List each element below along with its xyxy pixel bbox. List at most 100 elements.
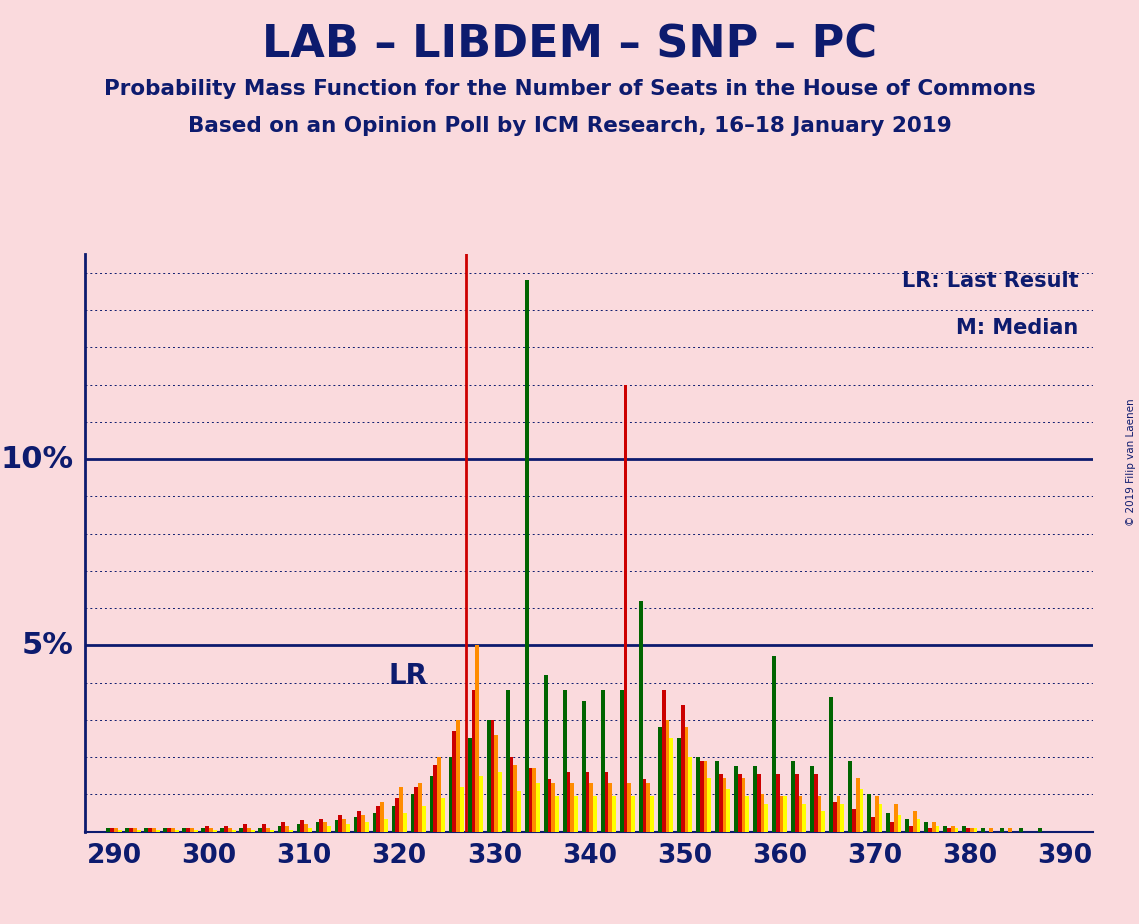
Bar — [457, 720, 460, 832]
Bar — [776, 774, 779, 832]
Bar — [498, 772, 502, 832]
Bar — [837, 796, 841, 832]
Bar — [894, 804, 898, 832]
Bar — [171, 828, 174, 832]
Bar — [316, 822, 319, 832]
Bar — [951, 826, 954, 832]
Bar — [145, 828, 148, 832]
Bar — [1000, 828, 1005, 832]
Text: 5%: 5% — [22, 631, 73, 660]
Bar — [821, 811, 826, 832]
Bar — [449, 757, 452, 832]
Bar — [924, 822, 928, 832]
Bar — [875, 796, 878, 832]
Bar — [1019, 828, 1023, 832]
Bar — [133, 828, 137, 832]
Bar — [437, 757, 441, 832]
Bar — [969, 828, 974, 832]
Bar — [491, 720, 494, 832]
Bar — [699, 760, 704, 832]
Bar — [890, 822, 894, 832]
Bar — [335, 821, 338, 832]
Bar — [536, 784, 540, 832]
Bar — [411, 795, 415, 832]
Bar — [784, 796, 787, 832]
Bar — [555, 796, 559, 832]
Bar — [738, 774, 741, 832]
Bar — [585, 772, 590, 832]
Bar — [441, 798, 445, 832]
Text: LAB – LIBDEM – SNP – PC: LAB – LIBDEM – SNP – PC — [262, 23, 877, 67]
Bar — [342, 819, 346, 832]
Bar — [434, 764, 437, 832]
Bar — [912, 811, 917, 832]
Bar — [677, 738, 681, 832]
Bar — [247, 828, 251, 832]
Bar — [308, 828, 312, 832]
Bar — [631, 796, 636, 832]
Bar — [137, 830, 140, 832]
Bar — [658, 727, 662, 832]
Bar — [395, 798, 400, 832]
Bar — [468, 738, 472, 832]
Bar — [392, 806, 395, 832]
Bar — [460, 787, 464, 832]
Bar — [1008, 828, 1011, 832]
Bar — [278, 826, 281, 832]
Bar — [304, 824, 308, 832]
Bar — [798, 796, 803, 832]
Bar — [650, 796, 654, 832]
Bar — [790, 760, 795, 832]
Bar — [353, 817, 358, 832]
Bar — [849, 760, 852, 832]
Bar — [190, 828, 194, 832]
Bar — [943, 826, 947, 832]
Bar — [548, 780, 551, 832]
Bar — [628, 784, 631, 832]
Bar — [480, 776, 483, 832]
Text: M: Median: M: Median — [956, 318, 1079, 337]
Bar — [962, 826, 966, 832]
Bar — [966, 828, 969, 832]
Bar — [205, 826, 210, 832]
Bar — [472, 690, 475, 832]
Bar — [795, 774, 798, 832]
Bar — [151, 828, 156, 832]
Bar — [810, 766, 814, 832]
Bar — [163, 828, 167, 832]
Bar — [346, 824, 350, 832]
Bar — [174, 830, 179, 832]
Bar — [319, 819, 323, 832]
Bar — [532, 768, 536, 832]
Bar — [262, 824, 267, 832]
Bar — [707, 778, 711, 832]
Bar — [662, 690, 665, 832]
Bar — [323, 822, 327, 832]
Bar — [954, 828, 958, 832]
Bar — [372, 813, 376, 832]
Bar — [745, 796, 749, 832]
Bar — [753, 766, 756, 832]
Bar — [327, 826, 330, 832]
Bar — [981, 828, 985, 832]
Bar — [114, 828, 117, 832]
Bar — [601, 690, 605, 832]
Bar — [267, 828, 270, 832]
Text: 10%: 10% — [0, 444, 73, 473]
Bar — [878, 804, 883, 832]
Bar — [125, 828, 129, 832]
Bar — [756, 774, 761, 832]
Bar — [563, 690, 566, 832]
Bar — [380, 802, 384, 832]
Bar — [423, 806, 426, 832]
Bar — [761, 795, 764, 832]
Bar — [129, 828, 133, 832]
Bar — [400, 787, 403, 832]
Bar — [486, 720, 491, 832]
Text: Based on an Opinion Poll by ICM Research, 16–18 January 2019: Based on an Opinion Poll by ICM Research… — [188, 116, 951, 136]
Text: LR: LR — [388, 662, 428, 690]
Bar — [506, 690, 509, 832]
Bar — [909, 826, 912, 832]
Bar — [932, 822, 935, 832]
Bar — [509, 757, 514, 832]
